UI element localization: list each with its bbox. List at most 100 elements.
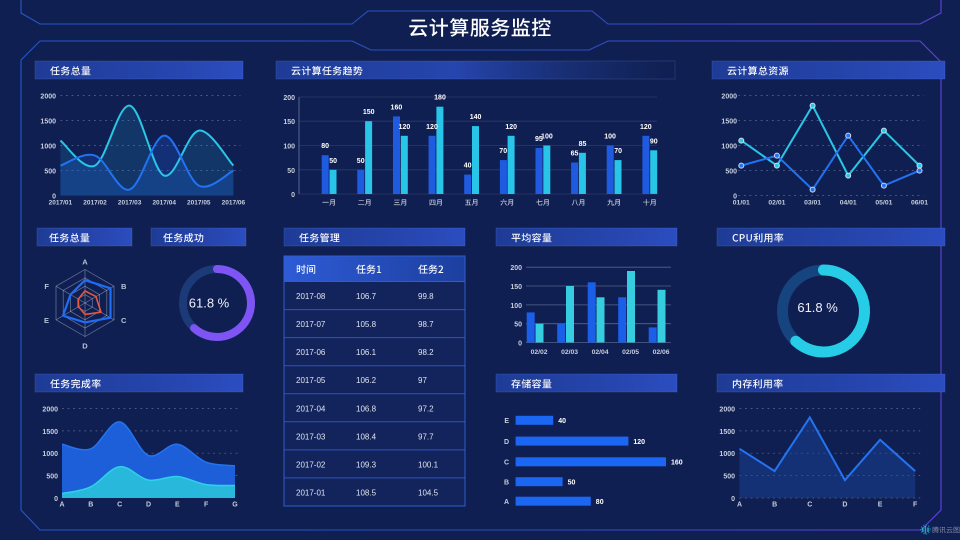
svg-text:1500: 1500: [42, 429, 58, 436]
svg-text:80: 80: [596, 499, 604, 506]
svg-text:C: C: [117, 502, 122, 509]
svg-text:D: D: [842, 502, 847, 509]
svg-text:A: A: [737, 502, 742, 509]
svg-text:97: 97: [418, 376, 427, 385]
svg-text:61.8 %: 61.8 %: [797, 300, 838, 315]
svg-text:01/01: 01/01: [733, 200, 750, 207]
svg-text:70: 70: [614, 148, 622, 155]
svg-text:06/01: 06/01: [911, 200, 928, 207]
svg-text:120: 120: [399, 124, 411, 131]
svg-text:C: C: [504, 460, 509, 467]
svg-text:G: G: [232, 502, 238, 509]
svg-text:140: 140: [470, 114, 482, 121]
svg-text:1000: 1000: [719, 451, 735, 458]
svg-text:50: 50: [287, 168, 295, 175]
svg-text:70: 70: [499, 148, 507, 155]
svg-text:D: D: [146, 502, 151, 509]
svg-text:1000: 1000: [42, 451, 58, 458]
svg-text:109.3: 109.3: [356, 460, 377, 469]
svg-text:1500: 1500: [721, 119, 737, 126]
svg-text:106.8: 106.8: [356, 404, 377, 413]
svg-text:A: A: [504, 499, 509, 506]
svg-text:100: 100: [283, 144, 295, 151]
svg-text:65: 65: [571, 151, 579, 158]
svg-text:2000: 2000: [42, 407, 58, 414]
svg-text:180: 180: [434, 95, 446, 102]
svg-text:150: 150: [510, 284, 522, 291]
svg-text:2017/06: 2017/06: [222, 200, 246, 207]
svg-text:2017-03: 2017-03: [296, 432, 326, 441]
svg-text:2017-02: 2017-02: [296, 460, 326, 469]
svg-text:B: B: [88, 502, 93, 509]
svg-text:120: 120: [633, 439, 645, 446]
svg-text:1500: 1500: [40, 119, 56, 126]
svg-text:40: 40: [558, 418, 566, 425]
svg-text:2017/03: 2017/03: [118, 200, 142, 207]
svg-text:F: F: [44, 282, 49, 291]
svg-text:F: F: [913, 502, 918, 509]
svg-text:106.1: 106.1: [356, 348, 377, 357]
svg-text:05/01: 05/01: [875, 200, 892, 207]
svg-text:E: E: [878, 502, 883, 509]
svg-text:105.8: 105.8: [356, 320, 377, 329]
svg-text:04/01: 04/01: [840, 200, 857, 207]
svg-text:02/02: 02/02: [531, 349, 548, 356]
svg-text:2000: 2000: [40, 94, 56, 101]
svg-text:98.2: 98.2: [418, 348, 434, 357]
svg-text:120: 120: [426, 124, 438, 131]
svg-text:104.5: 104.5: [418, 488, 439, 497]
svg-text:2017/01: 2017/01: [49, 200, 73, 207]
svg-text:50: 50: [568, 480, 576, 487]
svg-text:100.1: 100.1: [418, 460, 439, 469]
svg-text:2017/02: 2017/02: [83, 200, 107, 207]
svg-text:E: E: [44, 316, 49, 325]
svg-text:0: 0: [518, 341, 522, 348]
svg-text:0: 0: [52, 194, 56, 201]
svg-text:2017-05: 2017-05: [296, 376, 326, 385]
svg-text:02/03: 02/03: [561, 349, 578, 356]
svg-text:0: 0: [291, 192, 295, 199]
svg-text:200: 200: [283, 95, 295, 102]
svg-text:500: 500: [44, 169, 56, 176]
svg-text:500: 500: [46, 474, 58, 481]
svg-text:2017-06: 2017-06: [296, 348, 326, 357]
svg-text:98.7: 98.7: [418, 320, 434, 329]
svg-text:500: 500: [725, 169, 737, 176]
svg-text:90: 90: [650, 138, 658, 145]
svg-text:2017/04: 2017/04: [152, 200, 176, 207]
svg-text:C: C: [121, 316, 127, 325]
svg-text:C: C: [807, 502, 812, 509]
svg-text:50: 50: [329, 158, 337, 165]
svg-text:2017-04: 2017-04: [296, 404, 326, 413]
svg-text:150: 150: [363, 109, 375, 116]
svg-text:2000: 2000: [721, 94, 737, 101]
svg-text:500: 500: [723, 474, 735, 481]
svg-text:97.7: 97.7: [418, 432, 434, 441]
svg-text:2017-07: 2017-07: [296, 320, 326, 329]
svg-text:D: D: [82, 342, 88, 351]
svg-text:2017/05: 2017/05: [187, 200, 211, 207]
svg-text:02/05: 02/05: [622, 349, 639, 356]
svg-text:1000: 1000: [40, 144, 56, 151]
svg-text:106.7: 106.7: [356, 292, 377, 301]
svg-text:108.4: 108.4: [356, 432, 377, 441]
svg-text:F: F: [204, 502, 209, 509]
svg-text:02/01: 02/01: [768, 200, 785, 207]
svg-text:85: 85: [579, 141, 587, 148]
svg-text:40: 40: [464, 163, 472, 170]
svg-text:99.8: 99.8: [418, 292, 434, 301]
svg-text:108.5: 108.5: [356, 488, 377, 497]
svg-text:B: B: [772, 502, 777, 509]
svg-text:0: 0: [733, 194, 737, 201]
svg-text:E: E: [504, 418, 509, 425]
svg-text:2017-08: 2017-08: [296, 292, 326, 301]
svg-text:200: 200: [510, 265, 522, 272]
svg-text:95: 95: [535, 136, 543, 143]
svg-text:120: 120: [505, 124, 517, 131]
svg-text:50: 50: [514, 322, 522, 329]
svg-text:0: 0: [54, 496, 58, 503]
svg-text:02/06: 02/06: [653, 349, 670, 356]
svg-text:80: 80: [321, 143, 329, 150]
svg-text:A: A: [82, 258, 88, 267]
svg-text:100: 100: [541, 134, 553, 141]
